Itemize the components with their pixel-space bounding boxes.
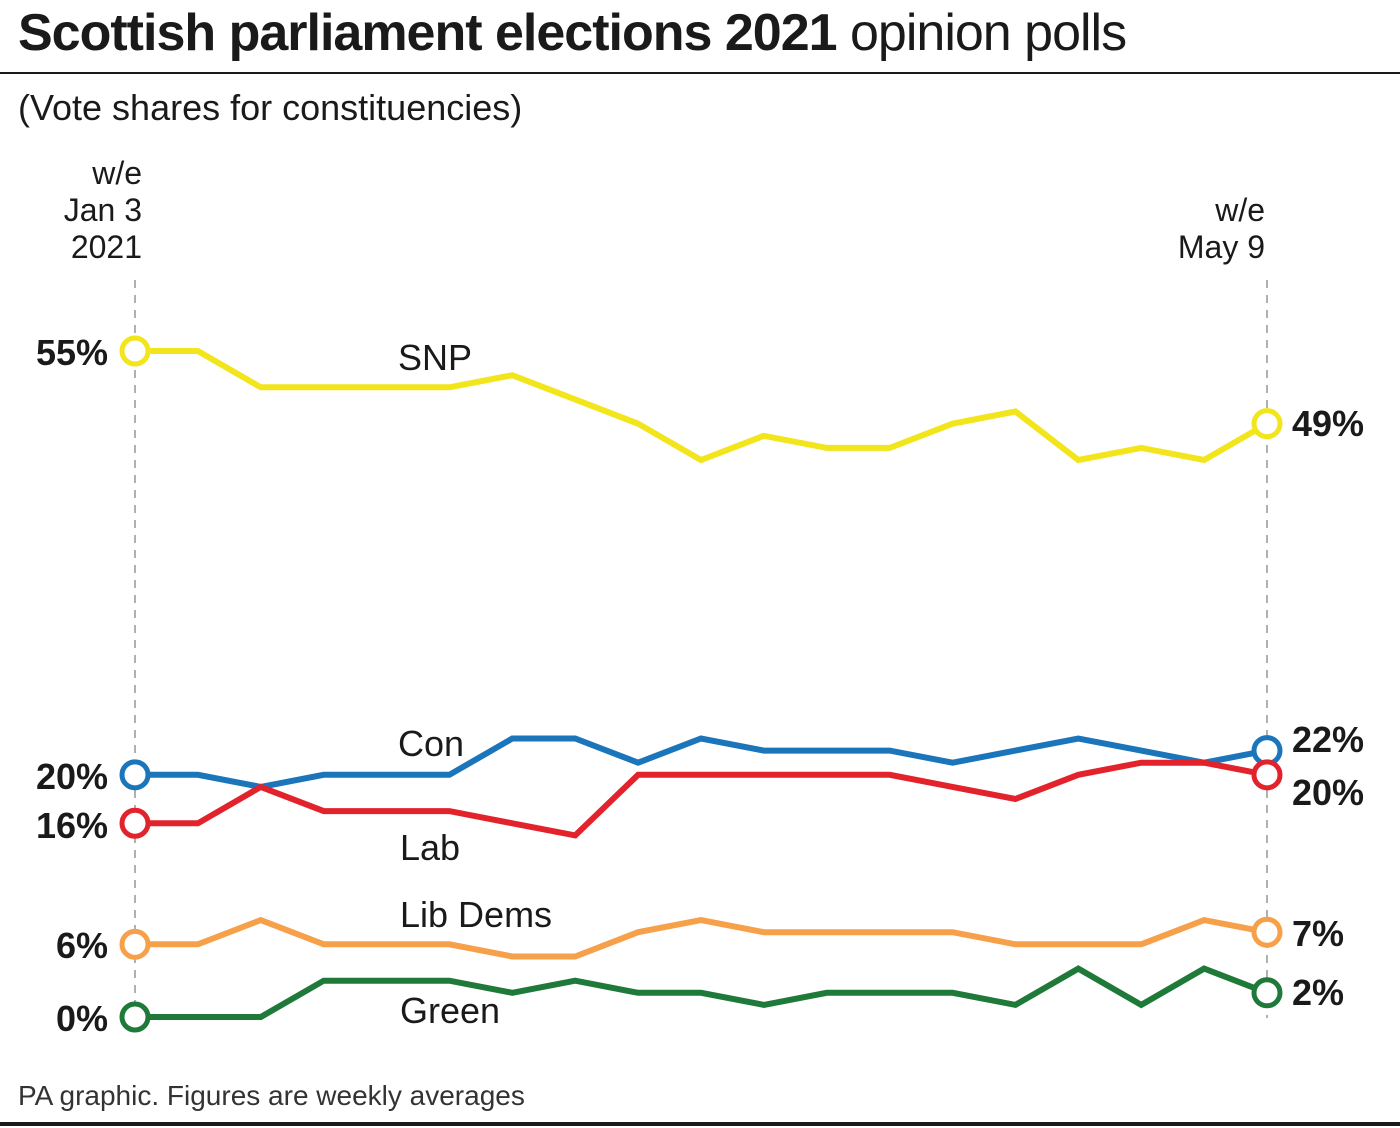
- start-value-snp: 55%: [36, 332, 108, 373]
- footer-rule: [0, 1122, 1400, 1126]
- series-label-snp: SNP: [398, 337, 472, 378]
- end-marker-lab: [1251, 759, 1283, 791]
- series-label-lab: Lab: [400, 827, 460, 868]
- chart-title: Scottish parliament elections 2021 opini…: [18, 2, 1127, 64]
- series-line-lib-dems: [135, 916, 1268, 960]
- series-line-green: [135, 965, 1269, 1020]
- end-value-lab: 20%: [1292, 772, 1364, 813]
- start-value-con: 20%: [36, 756, 108, 797]
- start-value-lab: 16%: [36, 805, 108, 846]
- x-end-label: w/e May 9: [1178, 192, 1265, 265]
- chart-subtitle: (Vote shares for constituencies): [18, 87, 523, 128]
- series-line-con: [135, 735, 1268, 790]
- start-value-lib-dems: 6%: [56, 925, 108, 966]
- end-marker-snp: [1251, 408, 1283, 440]
- chart-title-bold: Scottish parliament elections 2021: [18, 4, 838, 62]
- series-label-lib-dems: Lib Dems: [400, 894, 552, 935]
- start-marker-con: [119, 759, 151, 791]
- start-value-green: 0%: [56, 998, 108, 1039]
- series-label-con: Con: [398, 723, 464, 764]
- start-marker-green: [119, 1001, 151, 1033]
- x-start-label: w/e Jan 3 2021: [64, 155, 142, 265]
- chart-title-light: opinion polls: [850, 4, 1127, 62]
- end-value-green: 2%: [1292, 972, 1344, 1013]
- title-rule: [0, 72, 1400, 74]
- end-marker-lib-dems: [1251, 916, 1283, 948]
- start-marker-lab: [119, 807, 151, 839]
- end-value-lib-dems: 7%: [1292, 913, 1344, 954]
- series-line-snp: [135, 348, 1269, 464]
- source-note: PA graphic. Figures are weekly averages: [18, 1080, 525, 1111]
- start-marker-snp: [119, 335, 151, 367]
- start-marker-lib-dems: [119, 928, 151, 960]
- end-marker-green: [1251, 977, 1283, 1009]
- end-value-snp: 49%: [1292, 403, 1364, 444]
- series-label-green: Green: [400, 990, 500, 1031]
- series-line-lab: [135, 759, 1268, 839]
- end-value-con: 22%: [1292, 719, 1364, 760]
